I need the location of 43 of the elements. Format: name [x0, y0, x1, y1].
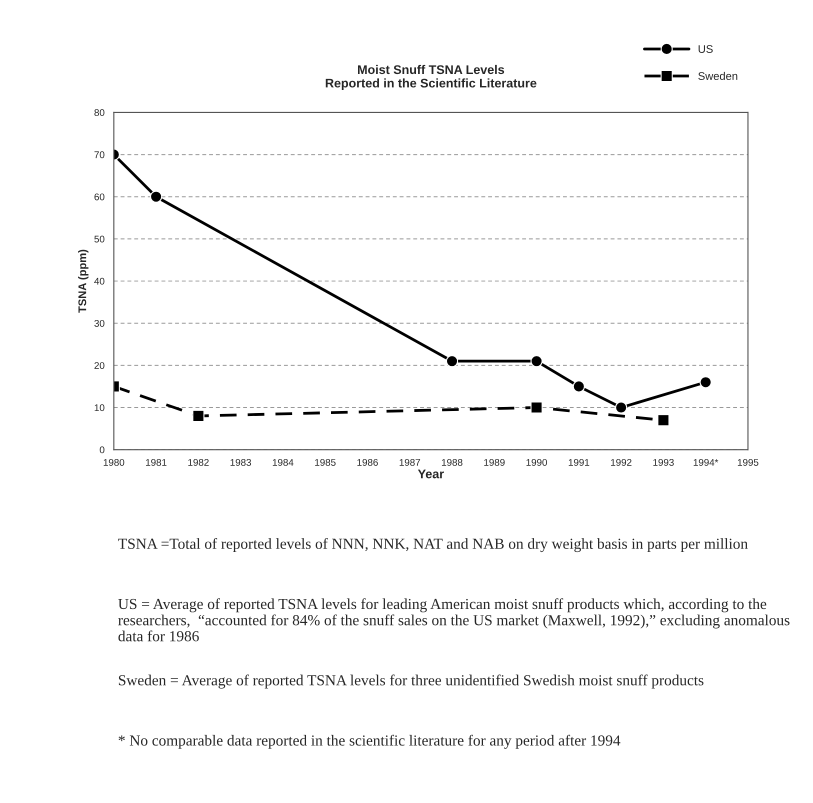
point [150, 190, 162, 203]
x-tick-label: 1985 [315, 458, 336, 466]
x-tick-label: 1981 [146, 458, 166, 466]
point [657, 414, 670, 426]
y-tick-label: 0 [100, 446, 104, 454]
text: Sweden = Average of reported TSNA levels for three unidentified Swedish moist snuff products [118, 674, 704, 689]
y-tick-label: 70 [94, 151, 104, 158]
legend-label: Sweden [698, 72, 738, 80]
x-tick-label: 1991 [568, 458, 590, 466]
x-tick-label: 1987 [400, 458, 420, 466]
y-tick-label: 60 [94, 193, 104, 200]
x-tick-label: 1992 [611, 458, 632, 466]
y-tick-label: 80 [94, 109, 104, 116]
point [572, 380, 585, 393]
x-tick-label: 1986 [357, 458, 378, 466]
point [615, 401, 628, 414]
x-tick-label: 1995 [738, 458, 758, 466]
text: TSNA =Total of reported levels of NNN, NNK, NAT and NAB on dry weight basis in parts per million [118, 538, 748, 552]
x-tick-label: 1990 [526, 458, 548, 466]
x-tick-label: 1988 [442, 458, 462, 466]
text: US = Average of reported TSNA levels for leading American moist snuff products which, according to the researchers, “accounted for 84% of the snuff sales on the US market (Maxwell, 1992),” excluding anomalous data for 1986 [118, 598, 790, 642]
x-tick-label: 1980 [104, 458, 124, 466]
x-axis-title: Year [418, 470, 444, 478]
legend-label: US [698, 45, 713, 53]
y-tick-label: 50 [94, 236, 104, 243]
point [700, 376, 712, 388]
x-tick-label: 1983 [230, 458, 252, 466]
point [192, 410, 204, 422]
x-tick-label: 1994* [694, 458, 718, 466]
x-tick-label: 1989 [484, 458, 505, 466]
point [530, 401, 543, 414]
x-tick-label: 1982 [188, 458, 209, 466]
text: * No comparable data reported in the scientific literature for any period after 1994 [118, 734, 620, 749]
x-tick-label: 1984 [272, 458, 294, 466]
y-tick-label: 20 [94, 362, 104, 369]
x-tick-label: 1993 [653, 458, 674, 466]
point [530, 355, 543, 368]
point [446, 355, 458, 368]
y-axis-title: TSNA (ppm) [78, 250, 88, 313]
y-tick-label: 10 [94, 404, 104, 412]
chart-title: Moist Snuff TSNA Levels Reported in the Scientific Literature [326, 64, 536, 90]
y-tick-label: 40 [94, 278, 104, 285]
y-tick-label: 30 [94, 320, 104, 327]
